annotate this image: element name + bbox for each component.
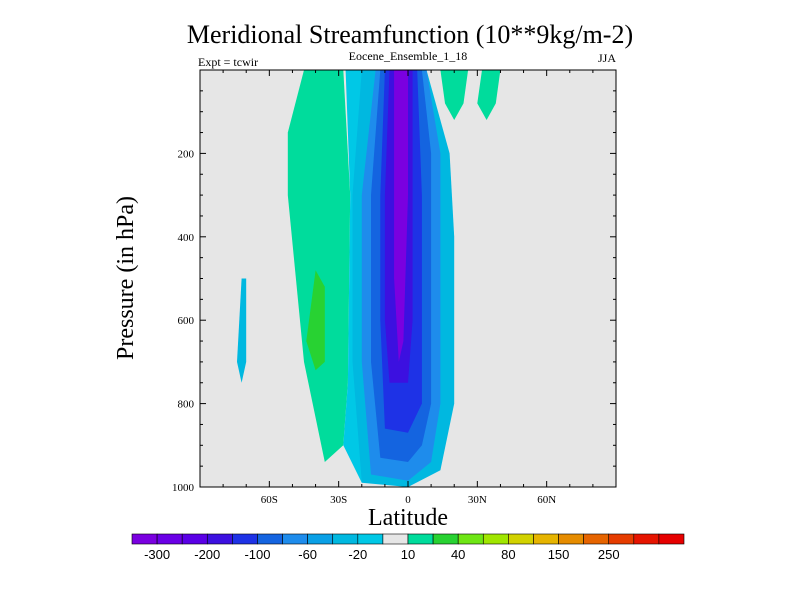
colorbar-swatch: [508, 533, 534, 545]
contour-region-sh-outer-band: [287, 70, 351, 462]
colorbar-swatch: [332, 533, 359, 545]
y-axis-label: Pressure (in hPa): [113, 196, 139, 360]
colorbar-label: 150: [548, 547, 570, 562]
colorbar-label: -20: [348, 547, 367, 562]
colorbar-swatch: [583, 533, 610, 545]
x-tick-label: 60S: [261, 494, 278, 506]
colorbar-swatch: [232, 533, 258, 545]
y-tick-label: 400: [178, 232, 195, 244]
colorbar: -300 -200 -100 -60 -20 10 40 80 150 250: [131, 533, 685, 562]
colorbar-swatch: [307, 533, 334, 545]
experiment-label: Expt = tcwir: [198, 55, 258, 69]
colorbar-label: 80: [501, 547, 515, 562]
colorbar-swatch: [156, 533, 183, 545]
x-tick-label: 30N: [468, 494, 487, 506]
contour-region-nh-patch-1: [440, 70, 469, 120]
y-tick-label: 1000: [172, 482, 195, 494]
x-tick-label: 30S: [330, 494, 347, 506]
colorbar-swatch: [533, 533, 559, 545]
chart-title: Meridional Streamfunction (10**9kg/m-2): [187, 20, 633, 49]
colorbar-swatch: [432, 533, 459, 545]
colorbar-swatch: [608, 533, 635, 545]
colorbar-swatch: [282, 533, 308, 545]
x-tick-label: 60N: [537, 494, 556, 506]
contour-region-nh-patch-2: [477, 70, 501, 120]
y-axis: 200 400 600 800 1000: [172, 69, 616, 494]
y-tick-label: 200: [178, 148, 195, 160]
colorbar-swatch: [357, 533, 384, 545]
colorbar-swatch: [407, 533, 434, 545]
colorbar-swatch: [457, 533, 484, 545]
colorbar-swatch: [382, 533, 409, 545]
colorbar-swatch: [131, 533, 158, 545]
contour-region-eq-core: [394, 70, 408, 362]
colorbar-swatch: [181, 533, 208, 545]
colorbar-label: -200: [194, 547, 220, 562]
x-axis-label: Latitude: [368, 505, 448, 531]
season-label: JJA: [598, 51, 616, 65]
colorbar-swatch: [206, 533, 233, 545]
y-tick-label: 600: [178, 315, 195, 327]
x-axis: 60S 30S 0 30N 60N: [199, 70, 617, 506]
colorbar-swatch: [482, 533, 509, 545]
contour-region-sh-isolated-min: [237, 278, 247, 383]
y-tick-label: 800: [178, 399, 195, 411]
colorbar-swatch: [257, 533, 283, 545]
colorbar-swatch: [658, 533, 685, 545]
contour-region-sh-green-patch: [306, 270, 325, 371]
colorbar-label: 250: [598, 547, 620, 562]
colorbar-swatch: [558, 533, 584, 545]
x-tick-label: 0: [405, 494, 411, 506]
colorbar-label: -60: [298, 547, 317, 562]
colorbar-label: 40: [451, 547, 465, 562]
colorbar-label: -300: [144, 547, 170, 562]
contour-fill-group: [237, 70, 501, 487]
colorbar-swatch: [633, 533, 660, 545]
ensemble-label: Eocene_Ensemble_1_18: [349, 49, 468, 63]
colorbar-label: -100: [244, 547, 270, 562]
colorbar-label: 10: [401, 547, 415, 562]
